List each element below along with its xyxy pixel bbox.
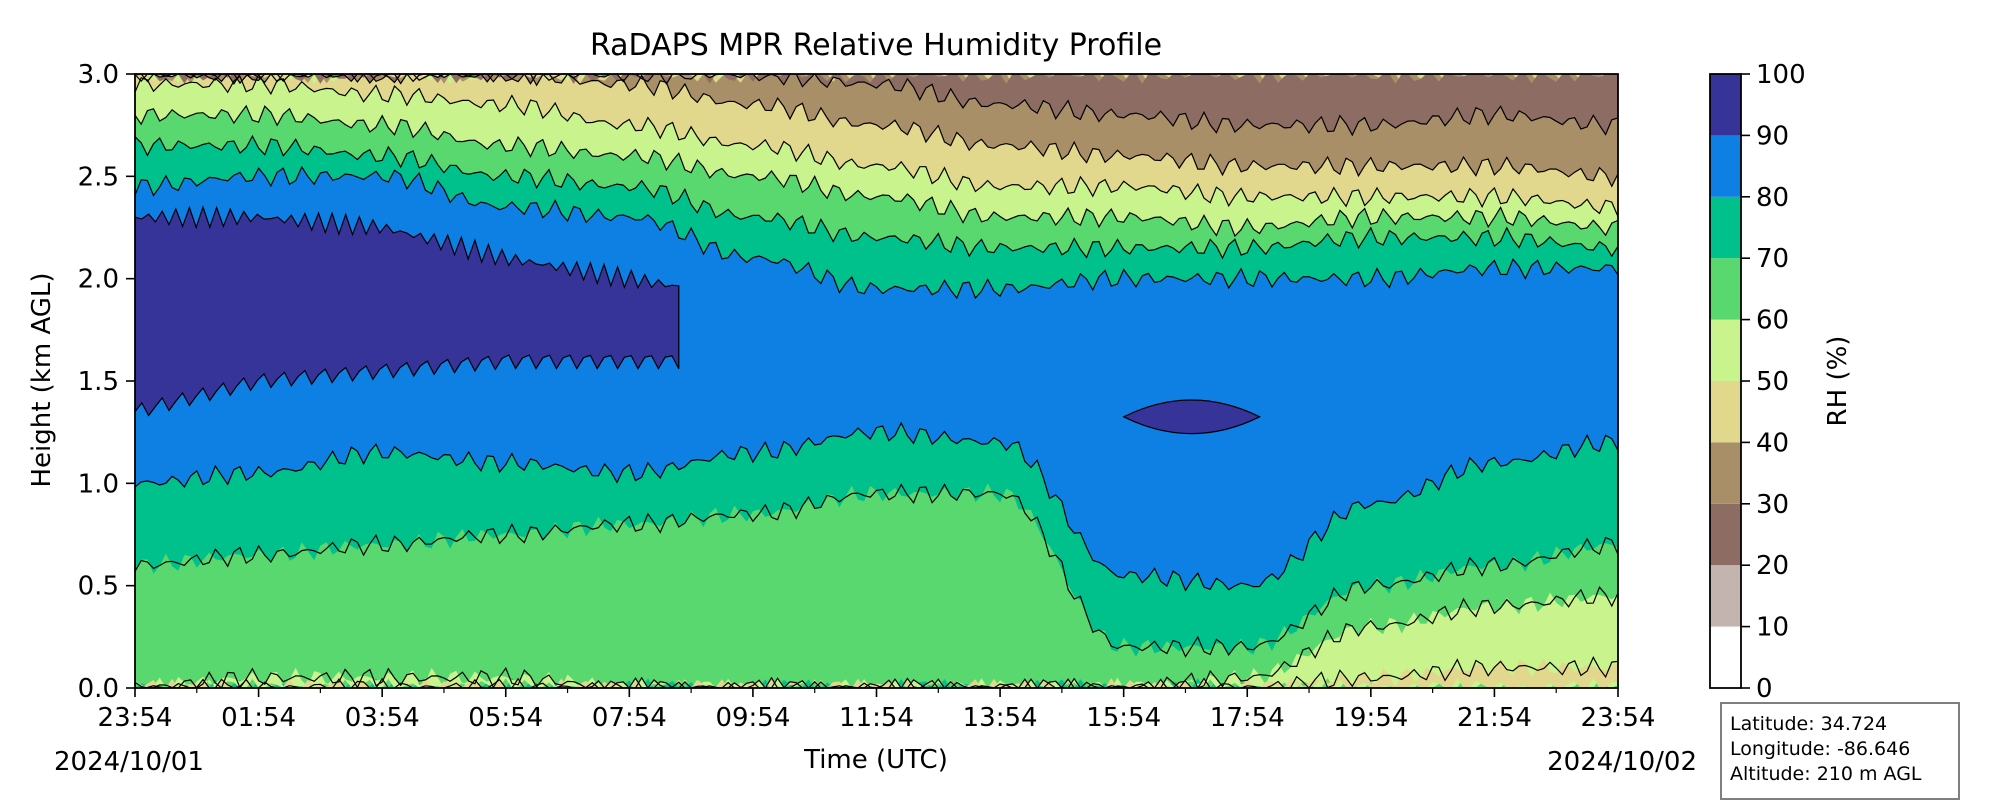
chart-title: RaDAPS MPR Relative Humidity Profile bbox=[590, 28, 1162, 63]
colorbar-swatch bbox=[1710, 74, 1741, 136]
colorbar-tick-label: 60 bbox=[1756, 306, 1789, 336]
x-tick-label: 03:54 bbox=[345, 703, 420, 733]
colorbar-swatch bbox=[1710, 258, 1741, 320]
contour-60-lower bbox=[135, 586, 1618, 688]
x-end-date: 2024/10/02 bbox=[1547, 747, 1697, 777]
contour-70-lower bbox=[135, 483, 1618, 658]
contour-50-lower bbox=[135, 656, 1618, 688]
y-tick-label: 0.5 bbox=[78, 572, 119, 602]
x-tick-label: 07:54 bbox=[592, 703, 667, 733]
x-start-date: 2024/10/01 bbox=[54, 747, 204, 777]
colorbar-swatch bbox=[1710, 381, 1741, 443]
colorbar-swatch bbox=[1710, 442, 1741, 504]
contour-60-upper bbox=[135, 104, 1618, 238]
x-tick-label: 01:54 bbox=[221, 703, 296, 733]
y-tick-label: 1.0 bbox=[78, 469, 119, 499]
y-tick-label: 3.0 bbox=[78, 60, 119, 90]
colorbar-tick-label: 10 bbox=[1756, 613, 1789, 643]
contour-lines bbox=[135, 74, 1618, 688]
colorbar-swatch bbox=[1710, 626, 1741, 688]
colorbar: 0 10 20 30 40 50 60 70 80 90 100 bbox=[1709, 60, 1806, 704]
colorbar-tick-label: 80 bbox=[1756, 183, 1789, 213]
y-tick-label: 1.5 bbox=[78, 367, 119, 397]
x-tick-label: 23:54 bbox=[1581, 703, 1656, 733]
colorbar-tick-label: 30 bbox=[1756, 490, 1789, 520]
colorbar-swatch bbox=[1710, 503, 1741, 566]
contour-80-upper bbox=[135, 165, 1618, 300]
station-info-box: Latitude: 34.724 Longitude: -86.646 Alti… bbox=[1720, 702, 1960, 800]
x-tick-label: 21:54 bbox=[1457, 703, 1532, 733]
colorbar-tick-label: 0 bbox=[1756, 674, 1773, 704]
x-tick-label: 17:54 bbox=[1210, 703, 1285, 733]
colorbar-swatch bbox=[1710, 196, 1741, 259]
longitude-text: Longitude: -86.646 bbox=[1730, 738, 1911, 760]
contour-30-upper bbox=[135, 74, 1618, 137]
x-tick-label: 23:54 bbox=[98, 703, 173, 733]
x-tick-label: 11:54 bbox=[839, 703, 914, 733]
colorbar-swatch bbox=[1710, 565, 1741, 627]
x-tick-label: 13:54 bbox=[963, 703, 1038, 733]
colorbar-tick-label: 90 bbox=[1756, 121, 1789, 151]
colorbar-tick-label: 20 bbox=[1756, 551, 1789, 581]
contour-70-upper bbox=[135, 134, 1618, 260]
colorbar-swatch bbox=[1710, 319, 1741, 381]
colorbar-tick-label: 50 bbox=[1756, 367, 1789, 397]
latitude-text: Latitude: 34.724 bbox=[1730, 713, 1888, 735]
rh-20-30-upper-band bbox=[135, 74, 1618, 135]
contour-40-upper bbox=[135, 74, 1618, 188]
rh-90-100-core-afternoon bbox=[1122, 399, 1261, 435]
colorbar-tick-label: 100 bbox=[1756, 60, 1806, 90]
contour-50-upper bbox=[135, 74, 1618, 217]
colorbar-tick-label: 70 bbox=[1756, 244, 1789, 274]
y-tick-label: 2.0 bbox=[78, 265, 119, 295]
x-axis: 23:54 01:54 03:54 05:54 07:54 09:54 11:54 13:54… bbox=[98, 688, 1656, 733]
contour-80-lower bbox=[135, 421, 1618, 592]
x-tick-label: 15:54 bbox=[1086, 703, 1161, 733]
contour-plot-area bbox=[135, 74, 1618, 688]
rh-90-100-core-early bbox=[135, 205, 680, 417]
y-tick-label: 2.5 bbox=[78, 162, 119, 192]
colorbar-label: RH (%) bbox=[1823, 336, 1853, 427]
colorbar-tick-label: 40 bbox=[1756, 428, 1789, 458]
x-axis-label: Time (UTC) bbox=[803, 745, 948, 775]
altitude-text: Altitude: 210 m AGL bbox=[1730, 763, 1922, 785]
x-tick-label: 09:54 bbox=[715, 703, 790, 733]
y-tick-label: 0.0 bbox=[78, 674, 119, 704]
rh-60-70-lower-band bbox=[135, 483, 1618, 688]
y-axis-label: Height (km AGL) bbox=[27, 272, 57, 487]
x-tick-label: 19:54 bbox=[1333, 703, 1408, 733]
colorbar-swatch bbox=[1710, 135, 1741, 197]
y-axis: 0.0 0.5 1.0 1.5 2.0 2.5 3.0 bbox=[78, 60, 135, 704]
x-tick-label: 05:54 bbox=[468, 703, 543, 733]
